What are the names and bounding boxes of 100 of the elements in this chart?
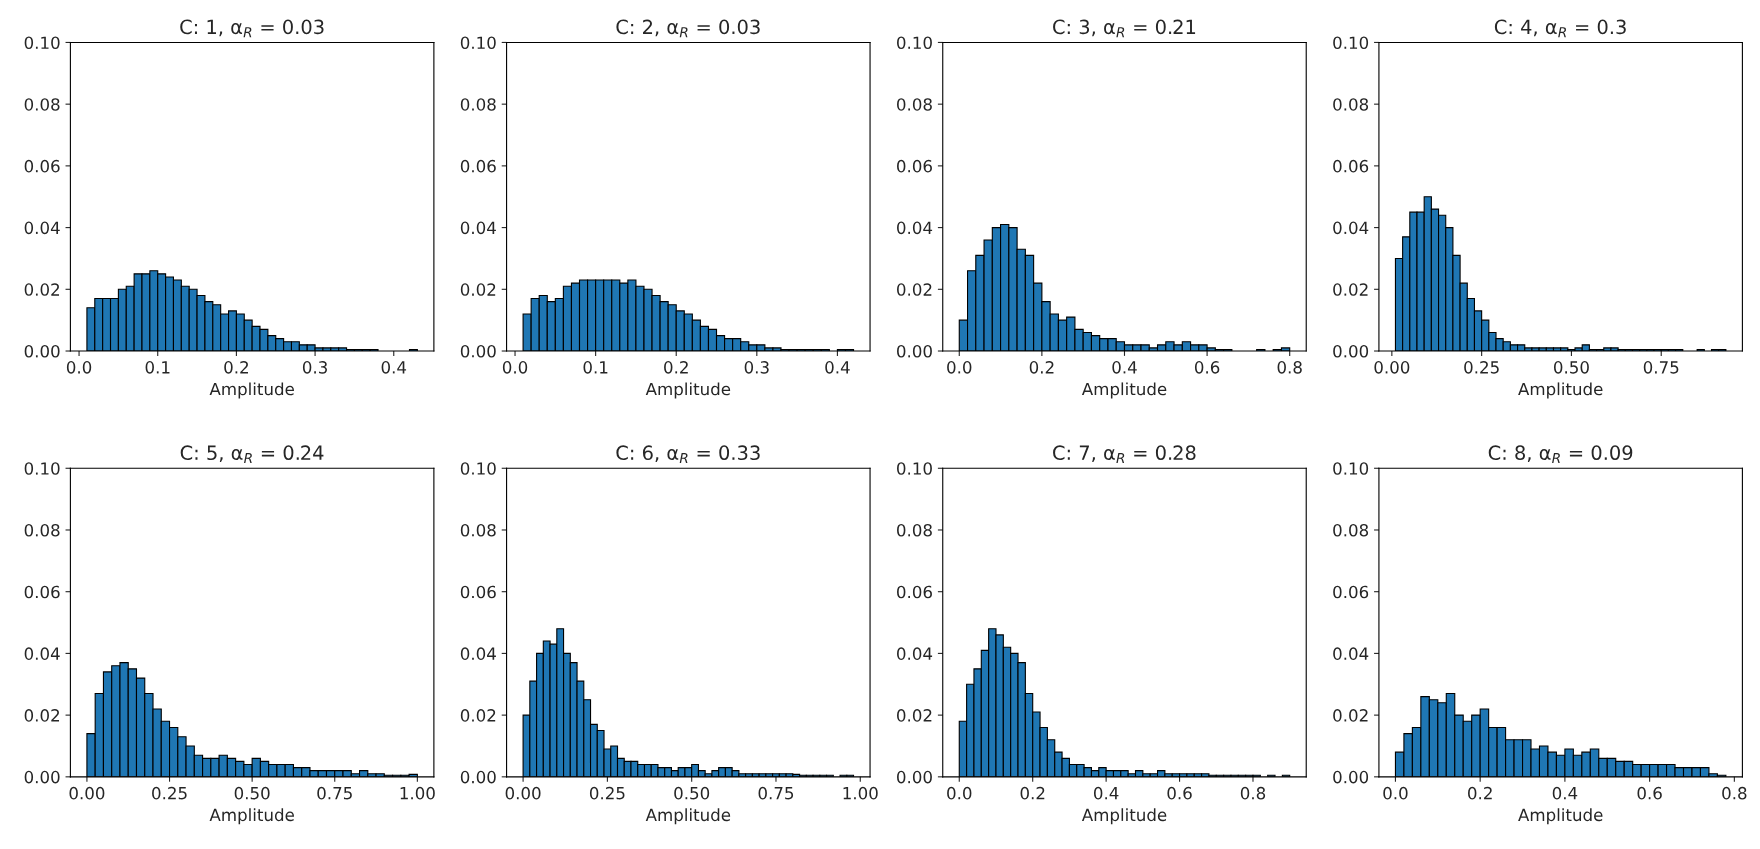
y-tick-label: 0.06: [460, 159, 496, 173]
chart-title: C: 5, α$_{R}$ = 0.24: [180, 445, 324, 463]
y-tick-label: 0.00: [460, 344, 496, 358]
x-tick-label: 1.00: [400, 786, 435, 800]
y-tick-label: 0.02: [460, 709, 496, 722]
x-tick-label: 0.50: [674, 786, 710, 800]
x-tick-label: 0.0: [502, 361, 528, 374]
y-tick-label: 0.08: [24, 98, 60, 111]
y-tick-label: 0.04: [897, 647, 933, 660]
y-tick-label: 0.00: [460, 770, 496, 784]
x-tick-label: 0.4: [1112, 361, 1137, 374]
x-tick-label: 0.00: [1374, 361, 1410, 374]
y-tick-label: 0.06: [897, 159, 932, 173]
chart-title: C: 7, α$_{R}$ = 0.28: [1053, 445, 1196, 463]
y-tick-label: 0.04: [460, 647, 496, 660]
x-tick-label: 0.0: [66, 361, 92, 374]
y-tick-label: 0.00: [897, 344, 932, 358]
y-tick-label: 0.10: [24, 36, 60, 50]
y-tick-label: 0.02: [897, 709, 932, 722]
y-tick-label: 0.00: [24, 344, 60, 358]
x-axis-title: Amplitude: [1081, 382, 1167, 399]
y-tick-label: 0.10: [897, 36, 932, 50]
x-tick-label: 0.2: [664, 361, 688, 374]
y-tick-label: 0.06: [24, 585, 60, 599]
x-tick-label: 0.6: [1637, 786, 1662, 800]
chart-title: C: 1, α$_{R}$ = 0.03: [180, 19, 324, 38]
y-tick-label: 0.00: [24, 770, 60, 784]
x-axis-title: Amplitude: [209, 808, 294, 825]
x-tick-label: 0.3: [744, 361, 769, 374]
x-tick-label: 0.8: [1240, 786, 1266, 800]
x-axis-title: Amplitude: [645, 808, 731, 825]
y-tick-label: 0.04: [1333, 221, 1369, 235]
y-tick-label: 0.04: [897, 221, 933, 235]
y-tick-label: 0.02: [1333, 709, 1368, 722]
y-tick-label: 0.00: [1333, 770, 1369, 784]
y-tick-label: 0.06: [1333, 159, 1369, 173]
x-tick-label: 0.4: [825, 361, 850, 374]
chart-title: C: 2, α$_{R}$ = 0.03: [616, 19, 760, 38]
y-tick-label: 0.06: [1333, 585, 1369, 599]
x-tick-label: 0.0: [947, 786, 972, 800]
y-tick-label: 0.02: [24, 709, 60, 722]
x-tick-label: 0.2: [1468, 786, 1492, 800]
x-axis-title: Amplitude: [1518, 808, 1603, 825]
x-tick-label: 0.2: [1029, 361, 1054, 374]
y-tick-label: 0.06: [24, 159, 60, 173]
y-tick-label: 0.04: [24, 221, 60, 235]
x-tick-label: 0.0: [947, 361, 972, 374]
y-tick-label: 0.10: [24, 462, 60, 475]
x-tick-label: 0.4: [1093, 786, 1119, 800]
x-tick-label: 1.00: [843, 786, 878, 800]
x-tick-label: 0.4: [1552, 786, 1578, 800]
x-axis-title: Amplitude: [645, 382, 731, 399]
x-tick-label: 0.6: [1167, 786, 1192, 800]
y-tick-label: 0.02: [897, 283, 932, 296]
y-tick-label: 0.10: [897, 462, 932, 475]
chart-title: C: 8, α$_{R}$ = 0.09: [1488, 445, 1633, 463]
x-tick-label: 0.25: [152, 786, 187, 800]
x-tick-label: 0.00: [69, 786, 105, 800]
y-tick-label: 0.08: [24, 523, 60, 537]
x-tick-label: 0.75: [1643, 361, 1679, 374]
y-tick-label: 0.10: [460, 462, 496, 475]
x-tick-label: 0.0: [1383, 786, 1408, 800]
y-tick-label: 0.06: [897, 585, 932, 599]
x-axis-title: Amplitude: [1518, 382, 1603, 399]
x-tick-label: 0.8: [1722, 786, 1747, 800]
x-tick-label: 0.4: [381, 361, 407, 374]
y-tick-label: 0.08: [897, 523, 932, 537]
y-tick-label: 0.04: [24, 647, 60, 660]
y-tick-label: 0.10: [460, 36, 496, 50]
x-tick-label: 0.8: [1277, 361, 1302, 374]
x-tick-label: 0.25: [1464, 361, 1499, 374]
y-tick-label: 0.00: [897, 770, 932, 784]
y-tick-label: 0.10: [1333, 36, 1369, 50]
x-axis-title: Amplitude: [1081, 808, 1167, 825]
y-tick-label: 0.08: [460, 523, 496, 537]
y-tick-label: 0.02: [24, 283, 60, 296]
x-tick-label: 0.2: [224, 361, 248, 374]
x-tick-label: 0.1: [583, 361, 608, 374]
chart-title: C: 6, α$_{R}$ = 0.33: [616, 445, 760, 463]
x-tick-label: 0.3: [302, 361, 327, 374]
y-tick-label: 0.10: [1333, 462, 1369, 475]
x-tick-label: 0.1: [145, 361, 170, 374]
y-tick-label: 0.08: [1333, 523, 1369, 537]
x-tick-label: 0.25: [589, 786, 625, 800]
y-tick-label: 0.08: [1333, 98, 1369, 111]
chart-title: C: 4, α$_{R}$ = 0.3: [1494, 19, 1626, 38]
y-tick-label: 0.02: [1333, 283, 1368, 296]
y-tick-label: 0.00: [1333, 344, 1369, 358]
x-tick-label: 0.75: [317, 786, 352, 800]
x-tick-label: 0.50: [1553, 361, 1589, 374]
x-tick-label: 0.75: [758, 786, 794, 800]
x-tick-label: 0.50: [234, 786, 270, 800]
x-tick-label: 0.6: [1194, 361, 1220, 374]
x-tick-label: 0.2: [1020, 786, 1045, 800]
y-tick-label: 0.08: [897, 98, 932, 111]
y-tick-label: 0.04: [460, 221, 496, 235]
y-tick-label: 0.06: [460, 585, 496, 599]
y-tick-label: 0.02: [460, 283, 496, 296]
x-axis-title: Amplitude: [209, 382, 294, 399]
chart-title: C: 3, α$_{R}$ = 0.21: [1053, 19, 1196, 38]
